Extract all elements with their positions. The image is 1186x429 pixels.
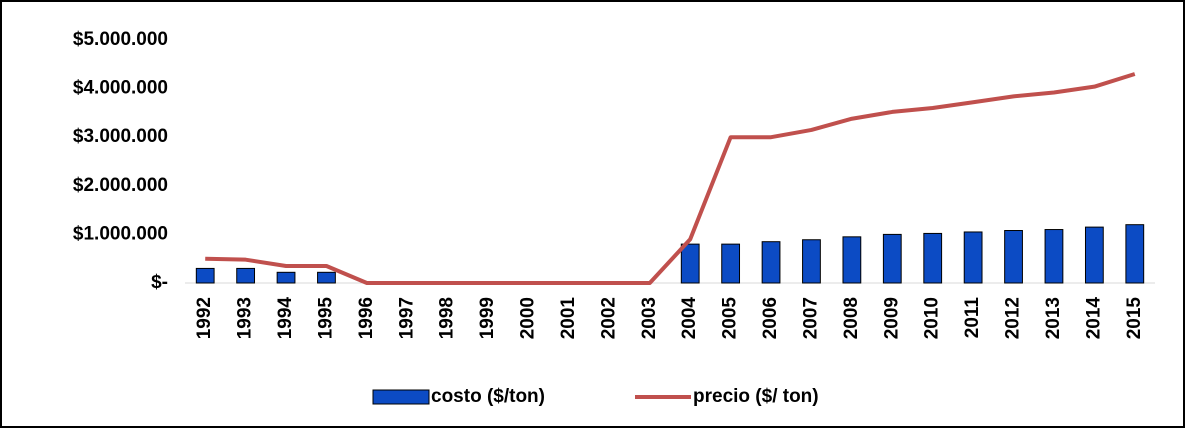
x-tick-label: 2002 xyxy=(598,297,619,339)
x-tick-label: 1999 xyxy=(477,297,498,339)
x-tick-label: 2014 xyxy=(1083,297,1104,340)
legend-label: precio ($/ ton) xyxy=(693,386,819,407)
x-tick-label: 2007 xyxy=(800,297,821,339)
y-tick-label: $- xyxy=(151,272,168,293)
x-tick-label: 2000 xyxy=(518,297,539,339)
x-tick-label: 2005 xyxy=(720,297,741,340)
x-tick-label: 1992 xyxy=(194,297,215,339)
x-tick-label: 1994 xyxy=(275,297,296,340)
x-tick-label: 2004 xyxy=(679,297,700,340)
x-tick-label: 2001 xyxy=(558,297,579,340)
x-tick-label: 2009 xyxy=(881,297,902,339)
bar xyxy=(1044,229,1064,284)
x-tick-label: 2013 xyxy=(1043,297,1064,339)
bar xyxy=(1084,226,1104,284)
bar xyxy=(276,271,296,284)
x-tick-label: 2010 xyxy=(922,297,943,339)
x-tick-label: 1995 xyxy=(315,297,336,340)
x-tick-label: 1996 xyxy=(356,297,377,339)
x-tick-label: 2006 xyxy=(760,297,781,339)
x-tick-label: 1993 xyxy=(235,297,256,339)
y-tick-label: $3.000.000 xyxy=(73,126,168,147)
bar xyxy=(195,267,215,284)
bar xyxy=(721,243,741,284)
x-tick-label: 2012 xyxy=(1003,297,1024,339)
bar xyxy=(761,241,781,284)
bar xyxy=(1125,224,1145,284)
bar xyxy=(923,232,943,284)
bar xyxy=(236,267,256,284)
bar xyxy=(802,239,821,284)
x-tick-label: 2015 xyxy=(1124,297,1145,340)
y-tick-label: $4.000.000 xyxy=(73,78,168,99)
x-tick-label: 1998 xyxy=(437,297,458,339)
bar xyxy=(1004,230,1023,284)
bar xyxy=(317,271,336,284)
legend-label: costo ($/ton) xyxy=(431,386,545,407)
legend-swatch xyxy=(372,389,430,405)
bar xyxy=(882,233,902,284)
y-tick-label: $2.000.000 xyxy=(73,175,168,196)
x-tick-label: 2003 xyxy=(639,297,660,339)
x-tick-label: 1997 xyxy=(396,297,417,339)
x-tick-label: 2011 xyxy=(962,297,983,339)
bar xyxy=(963,231,983,284)
y-tick-label: $1.000.000 xyxy=(73,223,168,244)
bar xyxy=(680,243,700,284)
bar xyxy=(842,236,862,284)
line xyxy=(205,72,1136,285)
y-tick-label: $5.000.000 xyxy=(73,29,168,50)
x-tick-label: 2008 xyxy=(841,297,862,339)
